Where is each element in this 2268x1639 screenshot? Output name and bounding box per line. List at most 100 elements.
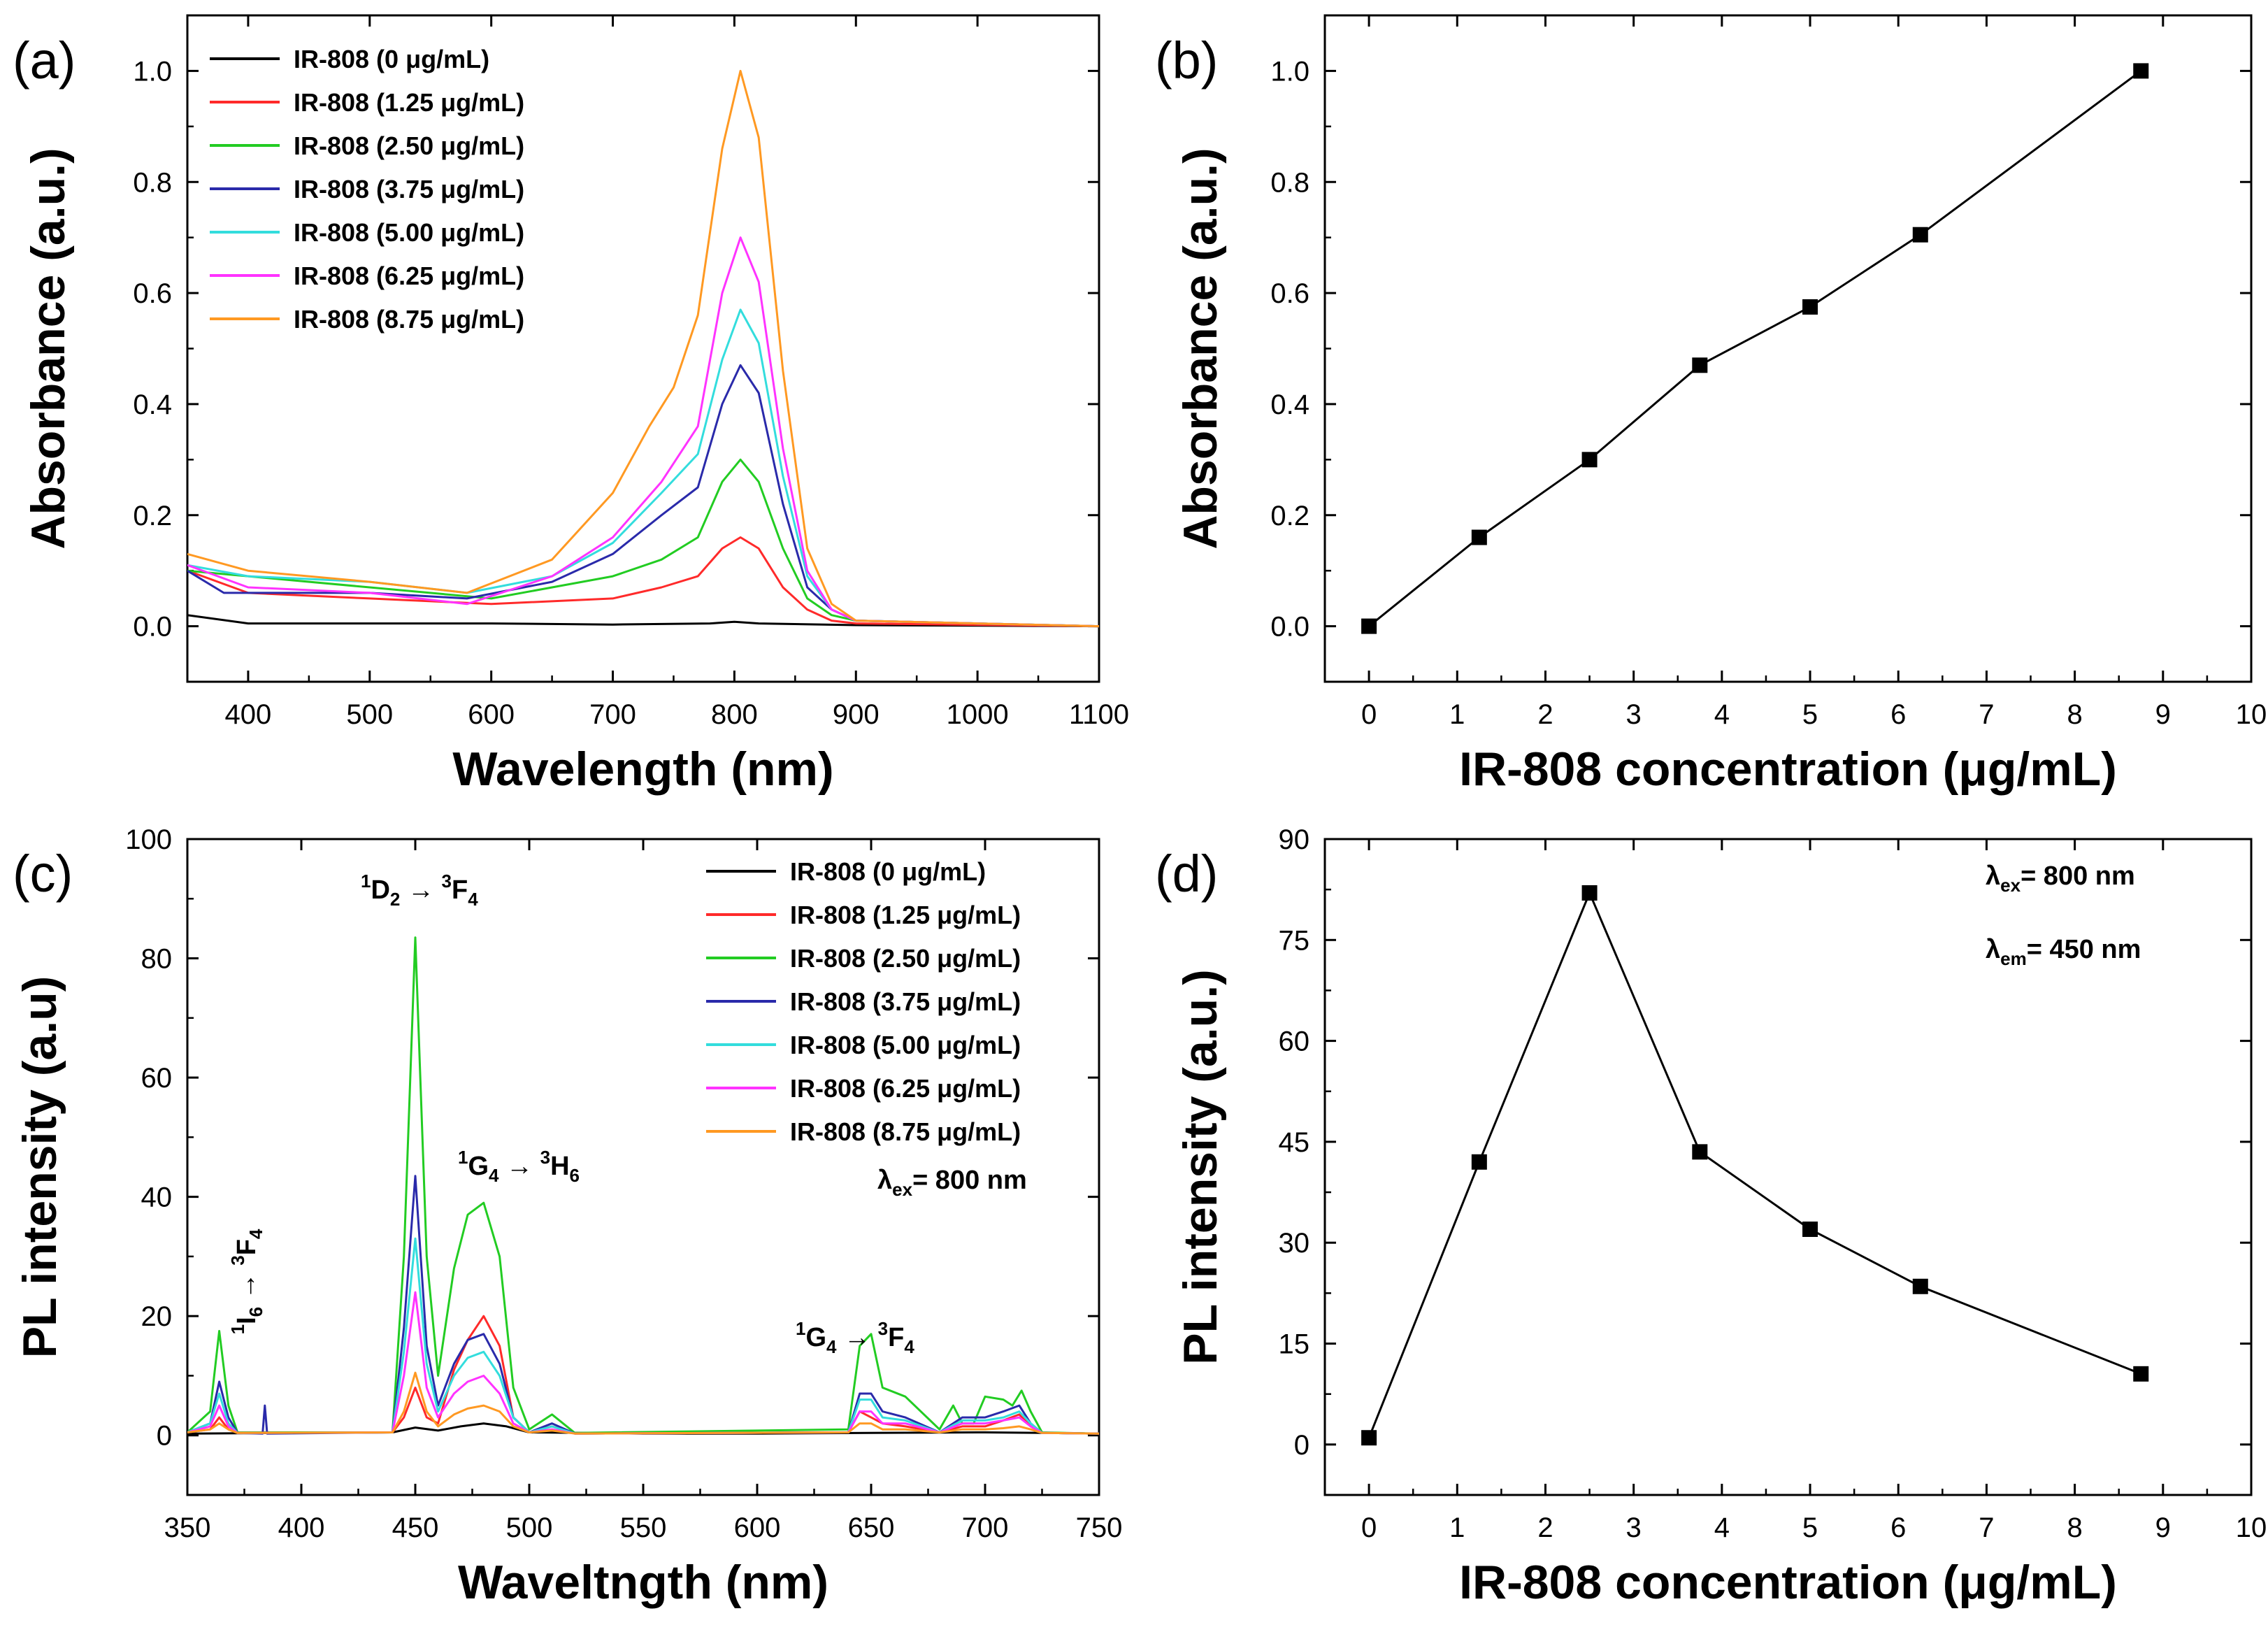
x-tick-label: 350 [164, 1512, 211, 1543]
term: F [452, 875, 468, 905]
y-tick-label: 1.0 [1270, 56, 1309, 87]
y-tick-label: 1.0 [133, 56, 172, 87]
transition-label: 1D2 → 3F4 [361, 871, 478, 910]
panel-letter: (d) [1155, 845, 1218, 903]
y-tick-label: 90 [1279, 824, 1310, 855]
subscript: 4 [245, 1229, 266, 1239]
subscript: 6 [245, 1307, 266, 1317]
data-point [2133, 1366, 2149, 1382]
y-tick-label: 15 [1279, 1329, 1310, 1360]
subscript: 4 [904, 1336, 914, 1357]
excitation-annotation: λex= 800 nm [1986, 861, 2135, 896]
panel-b: 0 1 2 3 4 5 6 7 8 9 10 0.0 0.2 0.4 0.6 0.8 1.0 (b) IR-808 … [1155, 14, 2267, 796]
y-axis-title: PL intensity (a.u.) [1174, 969, 1227, 1364]
series-line-0 [187, 614, 1099, 628]
legend-label: IR-808 (0 μg/mL) [790, 857, 986, 886]
data-point [1471, 1154, 1487, 1170]
plot-frame [1323, 14, 2253, 683]
arrow: → [837, 1323, 878, 1352]
panel-c: 350 400 450 500 550 600 650 700 750 0 20 40 60 80 100 (… [13, 824, 1122, 1609]
data-point [1581, 885, 1598, 901]
legend-label: IR-808 (6.25 μg/mL) [294, 262, 524, 290]
x-tick-label: 450 [392, 1512, 439, 1543]
lambda-value: = 800 nm [2021, 861, 2135, 891]
data-point [1912, 1278, 1928, 1294]
superscript: 3 [540, 1147, 550, 1168]
arrow: → [499, 1152, 540, 1181]
lambda-value: = 450 nm [2027, 935, 2141, 964]
x-tick-label: 8 [2067, 699, 2082, 730]
y-tick-label: 60 [1279, 1026, 1310, 1057]
superscript: 3 [227, 1255, 248, 1265]
y-axis-title: PL intensity (a.u) [13, 976, 66, 1359]
x-tick-label: 3 [1626, 699, 1642, 730]
series-line-3 [187, 364, 1099, 628]
lambda-subscript: em [2000, 948, 2027, 969]
series-line-5 [187, 1291, 1099, 1435]
x-tick-label: 1 [1449, 699, 1465, 730]
x-tick-label: 0 [1361, 699, 1377, 730]
y-axis-title: Absorbance (a.u.) [1174, 148, 1227, 549]
legend-label: IR-808 (1.25 μg/mL) [294, 88, 524, 117]
series-line-4 [187, 1237, 1099, 1435]
data-point [1692, 357, 1708, 373]
y-tick-label: 40 [141, 1182, 173, 1213]
plot-frame [1323, 838, 2253, 1496]
x-tick-label: 3 [1626, 1512, 1642, 1543]
x-tick-label: 800 [711, 699, 758, 730]
y-tick-label: 0 [157, 1421, 172, 1452]
x-tick-label: 900 [833, 699, 880, 730]
term: I [232, 1317, 261, 1324]
legend-label: IR-808 (3.75 μg/mL) [294, 175, 524, 203]
y-tick-label: 60 [141, 1063, 173, 1094]
series-line-3 [187, 1175, 1099, 1435]
y-tick-label: 30 [1279, 1228, 1310, 1259]
term: G [805, 1323, 826, 1352]
x-tick-label: 9 [2155, 699, 2171, 730]
legend-label: IR-808 (6.25 μg/mL) [790, 1074, 1021, 1103]
legend-label: IR-808 (0 μg/mL) [294, 45, 489, 73]
panel-a: 400 500 600 700 800 900 1000 1100 0.0 0.2 0.4 0.6 0.… [13, 14, 1129, 796]
y-tick-label: 0.4 [133, 389, 172, 420]
superscript: 1 [796, 1318, 805, 1339]
y-tick-label: 0.0 [133, 612, 172, 643]
lambda-value: = 800 nm [912, 1166, 1027, 1195]
series-line-1 [187, 1315, 1099, 1435]
data-point [1802, 1221, 1818, 1237]
series-line-1 [187, 536, 1099, 628]
x-tick-label: 6 [1890, 699, 1906, 730]
x-tick-label: 0 [1361, 1512, 1377, 1543]
series-line-6 [187, 1371, 1099, 1435]
y-tick-label: 0.6 [1270, 278, 1309, 309]
legend-label: IR-808 (2.50 μg/mL) [790, 944, 1021, 973]
legend-label: IR-808 (5.00 μg/mL) [294, 218, 524, 247]
series-line-2 [187, 458, 1099, 628]
x-axis-title: IR-808 concentration (μg/mL) [1459, 1556, 2117, 1609]
x-tick-label: 5 [1802, 699, 1818, 730]
y-tick-label: 0.2 [133, 501, 172, 531]
x-tick-label: 8 [2067, 1512, 2082, 1543]
x-tick-label: 400 [278, 1512, 325, 1543]
x-tick-label: 5 [1802, 1512, 1818, 1543]
x-tick-label: 4 [1714, 1512, 1730, 1543]
transition-label: 1G4 → 3H6 [458, 1147, 580, 1186]
x-tick-label: 650 [848, 1512, 895, 1543]
panel-letter: (b) [1155, 31, 1218, 90]
series-line-4 [187, 308, 1099, 628]
data-point [1581, 452, 1598, 468]
x-tick-label: 700 [962, 1512, 1009, 1543]
y-tick-label: 100 [125, 824, 172, 855]
subscript: 6 [570, 1165, 580, 1186]
y-tick-label: 80 [141, 944, 173, 975]
x-axis-title: Wavelength (nm) [452, 743, 833, 796]
y-tick-label: 0.6 [133, 278, 172, 309]
term: H [550, 1152, 569, 1181]
legend-label: IR-808 (8.75 μg/mL) [790, 1117, 1021, 1146]
panel-letter: (a) [13, 31, 76, 90]
superscript: 1 [227, 1324, 248, 1334]
superscript: 1 [458, 1147, 468, 1168]
series-line-6 [187, 69, 1099, 628]
legend-label: IR-808 (5.00 μg/mL) [790, 1031, 1021, 1059]
